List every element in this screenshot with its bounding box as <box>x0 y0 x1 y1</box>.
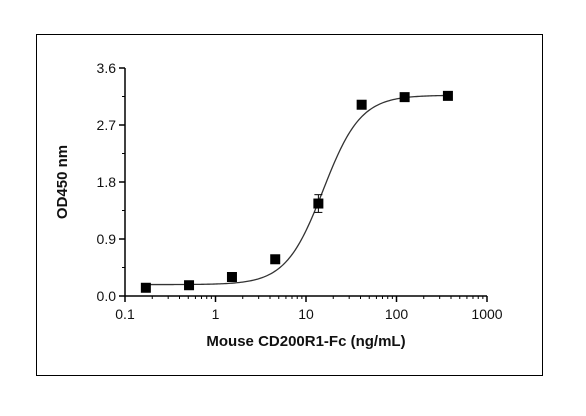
dose-response-chart: 0.0 0.9 1.8 2.7 3.6 0.1 1 10 100 1000 Mouse CD200… <box>54 60 503 350</box>
data-points <box>140 90 453 293</box>
data-point <box>140 282 151 293</box>
y-tick-label: 3.6 <box>97 60 117 76</box>
data-point <box>313 198 324 209</box>
x-tick-label: 100 <box>385 306 409 322</box>
y-tick-label: 1.8 <box>97 174 117 190</box>
y-axis-title: OD450 nm <box>54 145 71 219</box>
data-point <box>270 254 281 265</box>
y-tick-label: 0.9 <box>97 231 117 247</box>
x-tick-label: 1000 <box>471 306 502 322</box>
data-point <box>226 272 237 282</box>
data-point <box>356 99 367 110</box>
fit-curve <box>145 94 448 286</box>
axis-ticks: 0.0 0.9 1.8 2.7 3.6 0.1 1 10 100 1000 <box>97 60 503 322</box>
chart-frame: 0.0 0.9 1.8 2.7 3.6 0.1 1 10 100 1000 Mouse CD200… <box>36 34 543 376</box>
y-tick-label: 2.7 <box>97 117 117 133</box>
x-axis-title: Mouse CD200R1-Fc (ng/mL) <box>206 333 405 350</box>
error-bars <box>141 94 452 290</box>
x-tick-label: 10 <box>298 306 314 322</box>
data-point <box>442 90 453 101</box>
x-tick-label: 0.1 <box>115 306 135 322</box>
data-point <box>184 280 195 291</box>
data-point <box>399 92 410 103</box>
y-tick-label: 0.0 <box>97 288 117 304</box>
x-tick-label: 1 <box>212 306 220 322</box>
